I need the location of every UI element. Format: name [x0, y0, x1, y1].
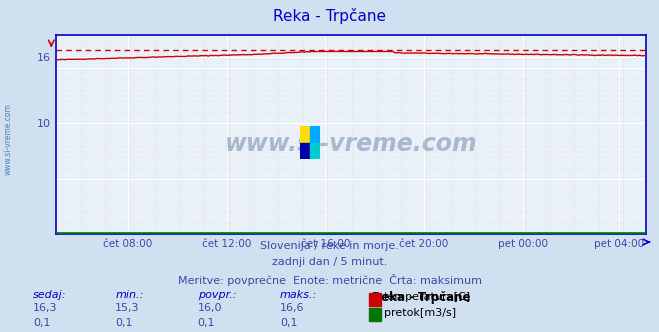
Text: 0,1: 0,1 — [115, 318, 133, 328]
Text: povpr.:: povpr.: — [198, 290, 236, 300]
Text: Reka - Trpčane: Reka - Trpčane — [372, 290, 471, 303]
Text: www.si-vreme.com: www.si-vreme.com — [225, 132, 477, 156]
Text: min.:: min.: — [115, 290, 144, 300]
Text: temperatura[C]: temperatura[C] — [384, 292, 471, 302]
Text: 0,1: 0,1 — [280, 318, 298, 328]
Text: Slovenija / reke in morje.: Slovenija / reke in morje. — [260, 241, 399, 251]
Text: www.si-vreme.com: www.si-vreme.com — [3, 104, 13, 175]
Text: pretok[m3/s]: pretok[m3/s] — [384, 308, 456, 318]
Text: 16,3: 16,3 — [33, 303, 57, 313]
Bar — [300, 126, 310, 143]
Text: zadnji dan / 5 minut.: zadnji dan / 5 minut. — [272, 257, 387, 267]
Text: 16,6: 16,6 — [280, 303, 304, 313]
Text: 15,3: 15,3 — [115, 303, 140, 313]
Text: maks.:: maks.: — [280, 290, 318, 300]
Text: 0,1: 0,1 — [33, 318, 51, 328]
Bar — [300, 143, 310, 159]
Text: 16,0: 16,0 — [198, 303, 222, 313]
Text: sedaj:: sedaj: — [33, 290, 67, 300]
Text: 0,1: 0,1 — [198, 318, 215, 328]
Bar — [310, 126, 320, 143]
Text: Reka - Trpčane: Reka - Trpčane — [273, 8, 386, 24]
Bar — [310, 143, 320, 159]
Text: Meritve: povprečne  Enote: metrične  Črta: maksimum: Meritve: povprečne Enote: metrične Črta:… — [177, 274, 482, 286]
